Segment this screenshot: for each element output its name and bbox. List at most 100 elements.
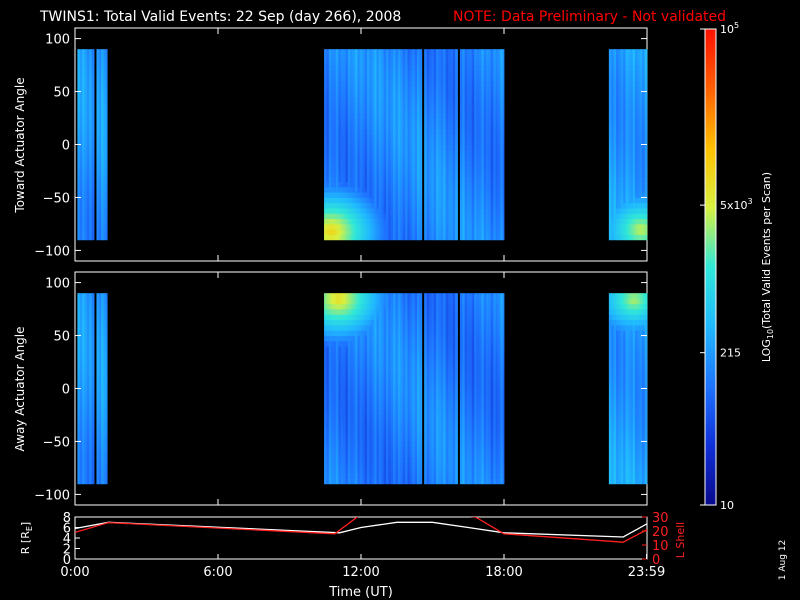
heatmap-cell bbox=[105, 356, 108, 363]
heatmap-cell bbox=[393, 165, 396, 172]
heatmap-cell bbox=[402, 229, 406, 235]
heatmap-cell bbox=[616, 96, 619, 103]
heatmap-cell bbox=[374, 192, 377, 198]
heatmap-cell bbox=[335, 324, 339, 331]
heatmap-cell bbox=[431, 202, 435, 209]
heatmap-cell bbox=[89, 356, 93, 363]
heatmap-cell bbox=[635, 149, 638, 156]
heatmap-cell bbox=[613, 155, 617, 161]
heatmap-cell bbox=[450, 49, 454, 55]
heatmap-cell bbox=[483, 186, 487, 193]
heatmap-cell bbox=[86, 293, 90, 299]
heatmap-cell bbox=[79, 133, 83, 140]
heatmap-cell bbox=[630, 133, 634, 140]
heatmap-cell bbox=[103, 314, 107, 321]
heatmap-cell bbox=[103, 298, 107, 305]
heatmap-cell bbox=[405, 75, 408, 82]
heatmap-cell bbox=[393, 128, 396, 135]
heatmap-cell bbox=[407, 160, 411, 167]
heatmap-cell bbox=[481, 160, 485, 167]
heatmap-cell bbox=[481, 186, 485, 193]
heatmap-cell bbox=[101, 335, 104, 342]
heatmap-cell bbox=[474, 213, 477, 220]
heatmap-cell bbox=[96, 367, 100, 374]
heatmap-cell bbox=[495, 102, 499, 108]
heatmap-cell bbox=[350, 356, 354, 363]
heatmap-cell bbox=[620, 192, 624, 198]
heatmap-cell bbox=[338, 144, 342, 151]
heatmap-cell bbox=[105, 388, 108, 395]
heatmap-cell bbox=[440, 186, 444, 193]
heatmap-cell bbox=[424, 123, 427, 130]
heatmap-cell bbox=[443, 107, 446, 114]
heatmap-cell bbox=[376, 356, 380, 363]
heatmap-cell bbox=[343, 367, 346, 374]
heatmap-cell bbox=[428, 102, 432, 108]
heatmap-cell bbox=[417, 133, 420, 140]
heatmap-cell bbox=[103, 123, 107, 130]
heatmap-cell bbox=[369, 86, 373, 92]
heatmap-cell bbox=[324, 96, 327, 103]
heatmap-cell bbox=[613, 218, 617, 225]
heatmap-cell bbox=[405, 139, 408, 145]
heatmap-cell bbox=[616, 133, 619, 140]
heatmap-cell bbox=[335, 388, 339, 395]
heatmap-cell bbox=[481, 144, 485, 151]
heatmap-cell bbox=[101, 446, 104, 453]
heatmap-cell bbox=[483, 65, 487, 71]
heatmap-cell bbox=[347, 160, 351, 167]
heatmap-cell bbox=[84, 186, 88, 193]
heatmap-cell bbox=[369, 473, 373, 479]
heatmap-cell bbox=[459, 75, 463, 82]
heatmap-cell bbox=[77, 160, 81, 167]
heatmap-cell bbox=[390, 128, 394, 135]
heatmap-cell bbox=[462, 102, 466, 108]
heatmap-cell bbox=[608, 54, 612, 61]
heatmap-cell bbox=[362, 362, 365, 368]
heatmap-cell bbox=[608, 70, 612, 77]
heatmap-cell bbox=[616, 80, 619, 87]
heatmap-cell bbox=[355, 165, 358, 172]
heatmap-cell bbox=[476, 70, 480, 77]
heatmap-cell bbox=[500, 144, 504, 151]
heatmap-cell bbox=[371, 170, 375, 177]
heatmap-cell bbox=[407, 149, 411, 156]
heatmap-cell bbox=[618, 59, 622, 66]
heatmap-cell bbox=[431, 197, 435, 204]
heatmap-cell bbox=[386, 186, 389, 193]
heatmap-cell bbox=[362, 59, 365, 66]
heatmap-cell bbox=[488, 223, 492, 230]
heatmap-cell bbox=[412, 202, 416, 209]
heatmap-cell bbox=[366, 346, 370, 352]
heatmap-cell bbox=[440, 54, 444, 61]
heatmap-cell bbox=[644, 213, 648, 220]
heatmap-cell bbox=[378, 473, 382, 479]
heatmap-cell bbox=[350, 197, 354, 204]
heatmap-cell bbox=[328, 160, 332, 167]
heatmap-cell bbox=[103, 436, 107, 442]
heatmap-cell bbox=[378, 356, 382, 363]
heatmap-cell bbox=[326, 467, 330, 474]
heatmap-cell bbox=[623, 176, 626, 182]
heatmap-cell bbox=[89, 65, 93, 71]
heatmap-cell bbox=[388, 96, 392, 103]
heatmap-cell bbox=[343, 96, 346, 103]
heatmap-cell bbox=[335, 436, 339, 442]
heatmap-cell bbox=[405, 118, 408, 124]
heatmap-cell bbox=[613, 234, 617, 241]
heatmap-cell bbox=[91, 202, 95, 209]
heatmap-cell bbox=[357, 293, 361, 299]
heatmap-cell bbox=[340, 409, 344, 416]
heatmap-cell bbox=[471, 213, 475, 220]
heatmap-cell bbox=[402, 223, 406, 230]
heatmap-cell bbox=[79, 155, 83, 161]
heatmap-cell bbox=[82, 70, 85, 77]
heatmap-cell bbox=[352, 96, 356, 103]
heatmap-cell bbox=[352, 372, 356, 379]
heatmap-cell bbox=[428, 165, 432, 172]
heatmap-cell bbox=[474, 96, 477, 103]
heatmap-cell bbox=[357, 107, 361, 114]
heatmap-cell bbox=[414, 86, 418, 92]
heatmap-cell bbox=[328, 86, 332, 92]
heatmap-cell bbox=[623, 128, 626, 135]
